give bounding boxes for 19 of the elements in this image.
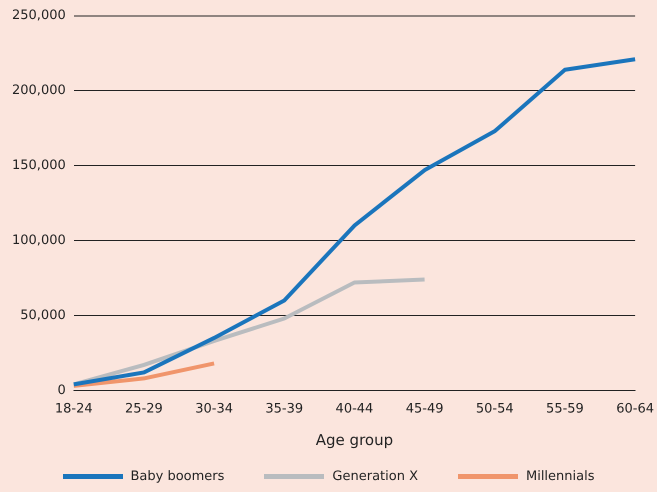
x-tick-label: 60-64 xyxy=(616,402,654,417)
x-tick-label: 55-59 xyxy=(546,402,584,417)
x-tick-label: 45-49 xyxy=(406,402,444,417)
y-tick-label: 0 xyxy=(57,382,66,398)
x-tick-label: 18-24 xyxy=(54,402,93,417)
x-tick-label: 40-44 xyxy=(336,402,374,417)
y-tick-label: 50,000 xyxy=(20,308,66,323)
legend-label: Millennials xyxy=(526,469,594,484)
x-axis-title: Age group xyxy=(316,430,394,449)
x-tick-label: 30-34 xyxy=(195,402,233,417)
x-tick-label: 50-54 xyxy=(476,402,514,417)
y-tick-label: 250,000 xyxy=(12,8,66,24)
legend-label: Generation X xyxy=(332,469,418,484)
x-tick-label: 25-29 xyxy=(125,402,163,417)
x-tick-label: 35-39 xyxy=(265,402,304,417)
y-tick-label: 150,000 xyxy=(12,158,66,174)
legend-label: Baby boomers xyxy=(130,469,224,484)
y-tick-label: 100,000 xyxy=(12,232,66,248)
y-tick-label: 200,000 xyxy=(12,83,66,98)
